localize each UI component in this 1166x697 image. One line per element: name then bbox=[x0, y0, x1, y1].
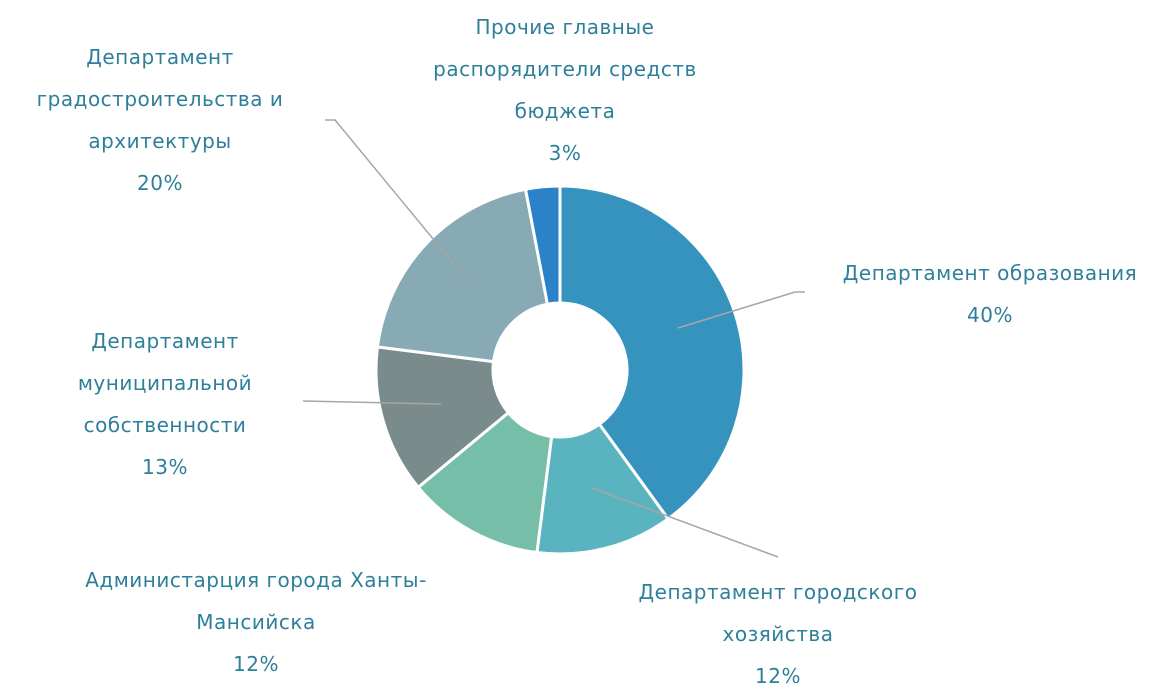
data-label: Администарция города Ханты-Мансийска 12% bbox=[76, 559, 436, 685]
percent-label: 12% bbox=[755, 664, 801, 688]
slice bbox=[523, 184, 562, 306]
leader-line bbox=[677, 291, 805, 329]
percent-label: 40% bbox=[967, 303, 1013, 327]
category-name: Администарция города Ханты-Мансийска bbox=[85, 568, 427, 634]
slice bbox=[416, 410, 554, 555]
data-label: Департамент городского хозяйства 12% bbox=[598, 571, 958, 697]
slice bbox=[558, 184, 746, 521]
category-name: Департамент градостроительства и архитек… bbox=[36, 45, 284, 153]
slice bbox=[535, 422, 671, 556]
leader-line bbox=[302, 400, 442, 405]
percent-label: 3% bbox=[548, 141, 582, 165]
percent-label: 20% bbox=[137, 171, 183, 195]
data-label: Департамент муниципальной собственности 1… bbox=[35, 320, 295, 488]
data-label: Департамент градостроительства и архитек… bbox=[5, 36, 315, 204]
category-name: Департамент муниципальной собственности bbox=[77, 329, 253, 437]
data-label: Департамент образования 40% bbox=[800, 252, 1166, 336]
data-label: Прочие главные распорядители средств бюд… bbox=[400, 6, 730, 174]
percent-label: 12% bbox=[233, 652, 279, 676]
category-name: Прочие главные распорядители средств бюд… bbox=[433, 15, 697, 123]
slice bbox=[374, 345, 511, 490]
category-name: Департамент городского хозяйства bbox=[638, 580, 918, 646]
percent-label: 13% bbox=[142, 455, 188, 479]
leader-line bbox=[591, 487, 779, 558]
category-name: Департамент образования bbox=[842, 261, 1138, 285]
leader-line bbox=[325, 119, 468, 281]
